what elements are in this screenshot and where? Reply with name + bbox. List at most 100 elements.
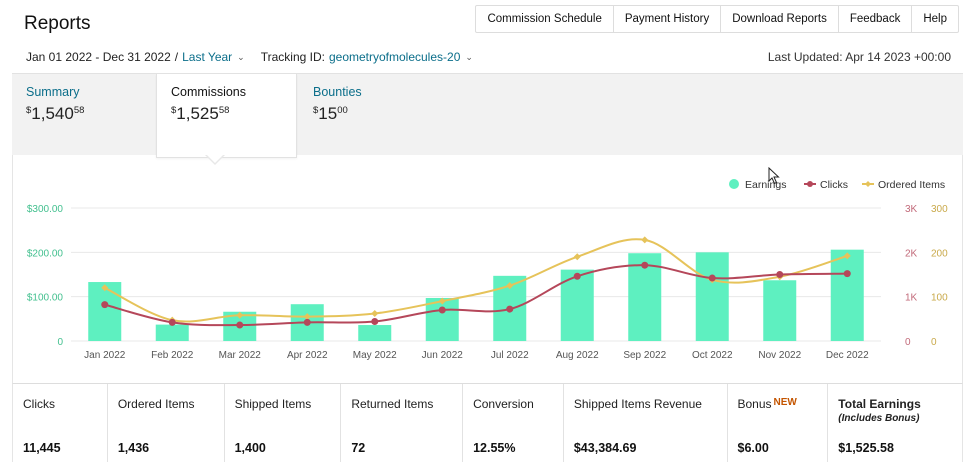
chart-canvas: $300.00 $200.00 $100.00 0 3K 2K 1K 0 300 200 100 0 J…: [27, 179, 948, 361]
x-tick-label: Feb 2022: [151, 350, 194, 361]
x-tick-label: Dec 2022: [826, 350, 869, 361]
earnings-chart: $300.00 $200.00 $100.00 0 3K 2K 1K 0 300 200 100 0 J…: [12, 155, 963, 383]
y-left-tick-label: $200.00: [27, 248, 64, 259]
point-clicks: [573, 272, 581, 280]
commission-schedule-button[interactable]: Commission Schedule: [476, 6, 614, 32]
tracking-id-label: Tracking ID:: [260, 50, 325, 64]
stat-returned-items: Returned Items 72: [341, 384, 464, 462]
legend-label: Ordered Items: [878, 179, 945, 191]
point-ordered-items: [303, 313, 311, 321]
stat-shipped-items-revenue: Shipped Items Revenue $43,384.69: [564, 384, 728, 462]
download-reports-button[interactable]: Download Reports: [721, 6, 839, 32]
stat-bonus: Bonus NEW $6.00: [728, 384, 829, 462]
feedback-button[interactable]: Feedback: [839, 6, 913, 32]
x-tick-label: Nov 2022: [758, 350, 801, 361]
bar-earnings: [88, 282, 122, 341]
y-left-tick-label: 0: [57, 337, 63, 348]
stat-clicks: Clicks 11,445: [13, 384, 108, 462]
line-ordered-items: [104, 238, 848, 323]
point-ordered-items: [573, 253, 581, 261]
tab-commissions-label: Commissions: [171, 85, 247, 99]
tab-summary-label: Summary: [26, 85, 80, 99]
help-button[interactable]: Help: [923, 13, 947, 25]
y-left-tick-label: $300.00: [27, 204, 64, 215]
x-tick-label: Sep 2022: [623, 350, 666, 361]
point-clicks: [236, 321, 244, 329]
point-clicks: [168, 318, 176, 326]
stat-total-earnings: Total Earnings (Includes Bonus) $1,525.58: [838, 397, 921, 455]
y-right-clicks-tick-label: 1K: [905, 293, 918, 304]
top-navigation: Commission Schedule Payment History Down…: [475, 5, 959, 33]
point-ordered-items: [843, 252, 851, 260]
tab-commissions[interactable]: Commissions $1,52558: [156, 74, 297, 158]
point-clicks: [843, 270, 851, 278]
point-clicks: [101, 301, 109, 309]
y-right-items-tick-label: 300: [931, 204, 948, 215]
bar-earnings: [358, 325, 392, 341]
commissions-amount: $1,52558: [171, 104, 230, 123]
y-right-clicks-tick-label: 2K: [905, 248, 918, 259]
point-clicks: [776, 271, 784, 278]
point-clicks: [506, 305, 514, 313]
chevron-down-icon[interactable]: ⌄: [465, 51, 473, 62]
point-clicks: [708, 274, 716, 282]
y-left-tick-label: $100.00: [27, 293, 64, 304]
point-ordered-items: [506, 282, 514, 290]
y-right-clicks-tick-label: 0: [905, 337, 911, 348]
point-ordered-items: [236, 311, 244, 319]
bounties-amount: $1500: [313, 104, 348, 123]
point-clicks: [303, 318, 311, 326]
date-range: Jan 01 2022 - Dec 31 2022: [26, 50, 171, 64]
point-ordered-items: [371, 310, 379, 318]
y-right-items-tick-label: 200: [931, 248, 948, 259]
point-ordered-items: [641, 236, 649, 244]
x-tick-label: Jun 2022: [422, 350, 464, 361]
last-updated: Last Updated: Apr 14 2023 +00:00: [767, 50, 951, 64]
active-tab-caret: [205, 154, 225, 165]
legend-ordered-items-marker: [865, 181, 871, 187]
legend-clicks-marker: [807, 181, 813, 187]
legend-earnings-marker: [729, 179, 739, 189]
x-tick-label: Aug 2022: [556, 350, 599, 361]
stat-ordered-items: Ordered Items 1,436: [108, 384, 225, 462]
page-title: Reports: [24, 13, 91, 34]
x-tick-label: May 2022: [353, 350, 397, 361]
bar-earnings: [695, 252, 729, 341]
earnings-tabs: Summary $1,54058 Commissions $1,52558 Bo…: [12, 73, 963, 158]
legend-label: Clicks: [820, 179, 848, 191]
point-clicks: [438, 306, 446, 314]
line-clicks: [104, 264, 848, 327]
tab-bounties[interactable]: Bounties $1500: [299, 74, 429, 156]
tab-summary[interactable]: Summary $1,54058: [12, 74, 156, 156]
y-right-items-tick-label: 100: [931, 293, 948, 304]
report-filters: Jan 01 2022 - Dec 31 2022 / Last Year ⌄ …: [26, 50, 473, 64]
y-right-clicks-tick-label: 3K: [905, 204, 918, 215]
new-badge: NEW: [773, 397, 797, 408]
bar-earnings: [763, 280, 797, 341]
summary-amount: $1,54058: [26, 104, 85, 123]
x-tick-label: Apr 2022: [287, 350, 328, 361]
point-clicks: [371, 317, 379, 325]
bar-earnings: [830, 249, 864, 341]
legend-label: Earnings: [745, 179, 786, 191]
point-clicks: [641, 261, 649, 269]
bar-earnings: [425, 297, 459, 341]
x-tick-label: Jul 2022: [491, 350, 529, 361]
bar-earnings: [155, 324, 189, 341]
tracking-id-dropdown[interactable]: geometryofmolecules-20: [328, 50, 461, 64]
stat-shipped-items: Shipped Items 1,400: [225, 384, 342, 462]
stat-conversion: Conversion 12.55%: [463, 384, 564, 462]
stats-bar: Clicks 11,445 Ordered Items 1,436 Shippe…: [12, 383, 963, 462]
date-separator: /: [174, 50, 179, 64]
point-ordered-items: [101, 284, 109, 292]
x-tick-label: Jan 2022: [84, 350, 126, 361]
point-ordered-items: [438, 297, 446, 305]
x-tick-label: Oct 2022: [692, 350, 733, 361]
period-dropdown[interactable]: Last Year: [182, 50, 233, 64]
mouse-cursor-icon: [768, 167, 780, 185]
tab-bounties-label: Bounties: [313, 85, 362, 99]
chevron-down-icon[interactable]: ⌄: [237, 51, 245, 62]
x-tick-label: Mar 2022: [219, 350, 262, 361]
y-right-items-tick-label: 0: [931, 337, 937, 348]
payment-history-button[interactable]: Payment History: [614, 6, 722, 32]
